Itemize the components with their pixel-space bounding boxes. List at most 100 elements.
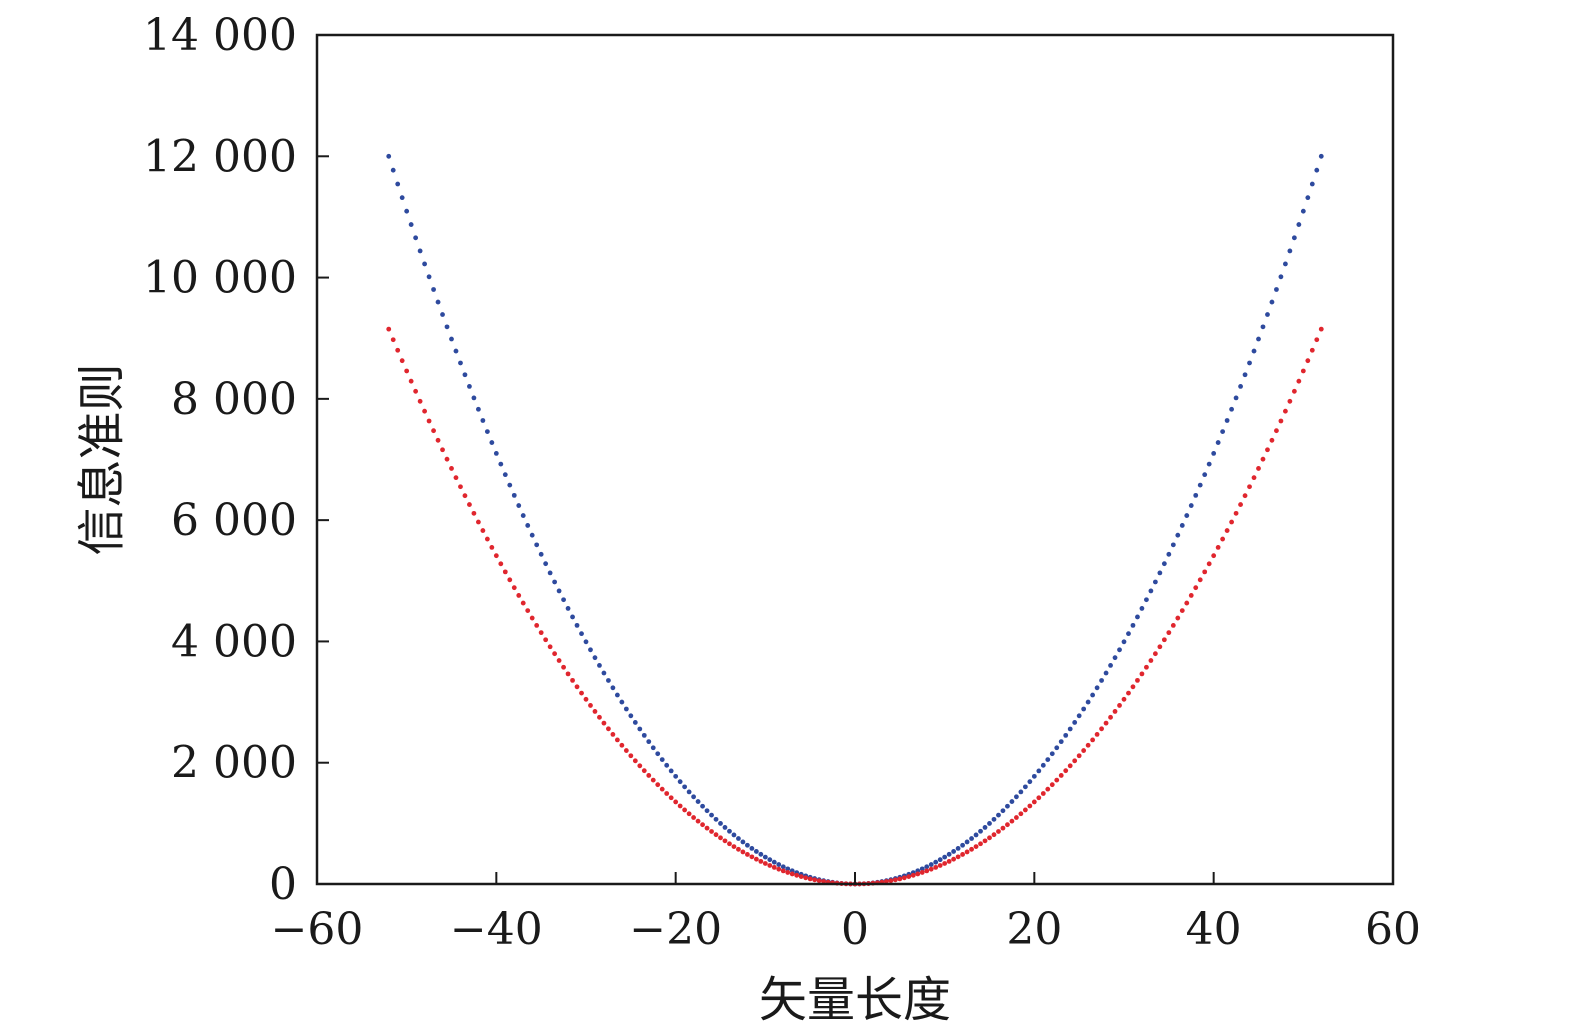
data-point [982,825,988,830]
data-point [906,874,912,880]
data-point [776,866,782,872]
data-point [1152,579,1158,585]
data-point [933,864,939,870]
data-point [399,195,405,201]
data-point [776,862,782,867]
data-point [767,863,773,868]
data-point [704,808,710,814]
data-point [1005,803,1010,809]
data-point [1238,383,1243,389]
data-point [476,406,481,412]
data-point [655,751,661,757]
data-point [1135,677,1140,683]
data-point [516,503,522,508]
x-tick-label: −40 [450,904,543,955]
data-point [395,181,401,187]
data-point [1260,456,1266,462]
data-point [534,622,540,628]
y-axis: 0 2 000 4 000 6 000 8 000 10 000 12 000 14 000 [143,10,329,910]
data-point [964,839,970,845]
data-point [709,829,714,834]
data-point [1148,588,1154,594]
data-point [458,360,463,366]
data-point [623,748,629,753]
x-axis: −60 −40 −20 0 20 40 60 [271,872,1421,955]
data-point [695,818,701,824]
data-point [1049,751,1055,757]
data-point [440,447,445,453]
data-point [668,795,674,801]
data-point [570,614,575,620]
series-2 [386,326,1324,887]
data-point [753,856,759,862]
data-point [753,849,759,854]
data-point [552,579,558,585]
data-point [709,812,714,818]
data-point [588,647,593,653]
data-point [1144,664,1149,670]
data-point [740,849,746,855]
data-point [1233,395,1239,401]
data-point [942,854,948,860]
data-point [1184,513,1190,518]
data-point [1045,757,1051,762]
data-point [579,690,584,696]
data-point [493,553,499,559]
data-point [1211,451,1217,456]
data-point [574,622,580,628]
data-point [803,875,809,881]
data-point [413,235,419,241]
data-point [722,838,728,844]
data-point [1157,570,1163,576]
data-point [955,854,961,860]
x-tick-label: 40 [1186,904,1242,955]
data-point [1000,825,1006,831]
data-point [476,519,481,525]
data-point [561,597,566,603]
data-point [516,593,522,598]
x-tick-label: 20 [1006,904,1062,955]
data-point [471,510,477,516]
data-point [1188,593,1194,598]
data-point [637,763,643,769]
data-point [1108,663,1113,668]
data-point [386,326,392,332]
data-point [960,852,965,857]
data-point [1287,398,1293,404]
data-point [991,816,997,822]
data-point [1135,614,1140,620]
data-point [498,561,504,567]
data-point [749,846,755,851]
data-point [1036,768,1042,774]
data-point [1112,655,1118,661]
data-point [1126,631,1131,637]
series-1 [386,153,1324,887]
data-point [1229,519,1234,525]
data-point [1242,372,1248,378]
data-point [1170,622,1176,628]
data-point [1220,429,1226,434]
data-point [547,644,553,650]
data-point [471,395,477,401]
data-point [444,456,450,462]
data-point [1063,768,1069,774]
data-point [1063,732,1069,738]
data-point [1108,714,1113,720]
x-tick-label: 0 [841,904,869,955]
data-point [1238,502,1243,507]
data-point [597,663,602,668]
data-point [973,832,979,838]
data-point [1233,510,1239,516]
data-point [1211,553,1217,559]
data-point [1179,608,1185,614]
data-point [498,461,504,467]
data-point [1305,195,1311,201]
data-point [686,789,692,795]
data-point [1081,748,1087,753]
data-point [937,857,943,863]
data-point [731,844,737,849]
data-point [1265,447,1270,453]
data-point [422,261,427,267]
data-point [1014,815,1019,820]
